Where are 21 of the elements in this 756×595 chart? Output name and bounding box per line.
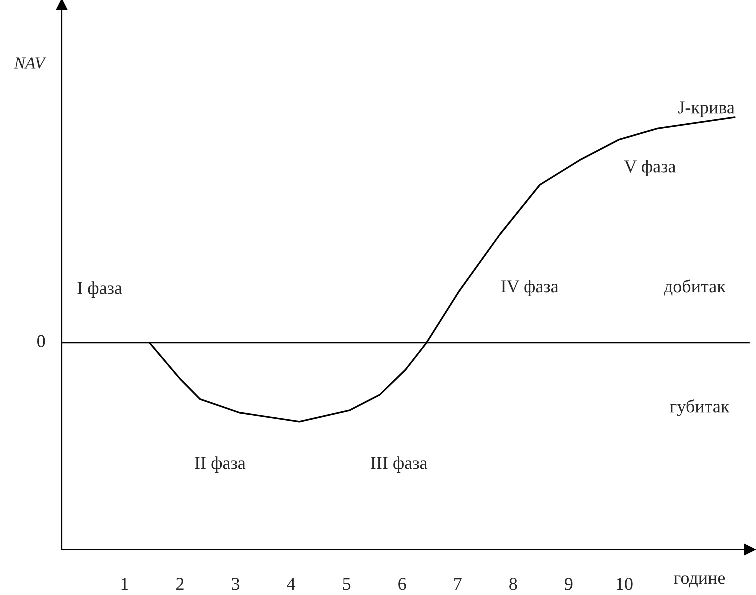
x-tick-label: 10 bbox=[617, 578, 633, 590]
y-axis-title: NAV bbox=[14, 58, 47, 69]
annotation: губитак bbox=[670, 400, 730, 416]
annotation: IV фаза bbox=[501, 280, 559, 296]
x-tick-label: 7 bbox=[454, 578, 462, 590]
x-tick-label: 3 bbox=[232, 578, 240, 590]
annotation: I фаза bbox=[78, 282, 122, 298]
text: III фаза bbox=[371, 456, 428, 473]
annotation: добитак bbox=[664, 280, 726, 296]
x-tick-label: 2 bbox=[176, 578, 184, 590]
x-tick-label: 9 bbox=[565, 578, 573, 590]
x-tick-label: 8 bbox=[510, 578, 518, 590]
ref-line-label: 0 bbox=[38, 335, 46, 348]
annotation: V фаза bbox=[624, 160, 676, 176]
x-tick-label: 6 bbox=[398, 578, 406, 590]
x-tick-label: 1 bbox=[122, 578, 128, 590]
x-tick-label: 4 bbox=[287, 578, 296, 590]
x-tick-label: 5 bbox=[343, 578, 351, 590]
x-axis-title: године bbox=[674, 576, 726, 588]
text: II фаза bbox=[195, 456, 246, 473]
annotation: J-крива bbox=[678, 102, 735, 118]
